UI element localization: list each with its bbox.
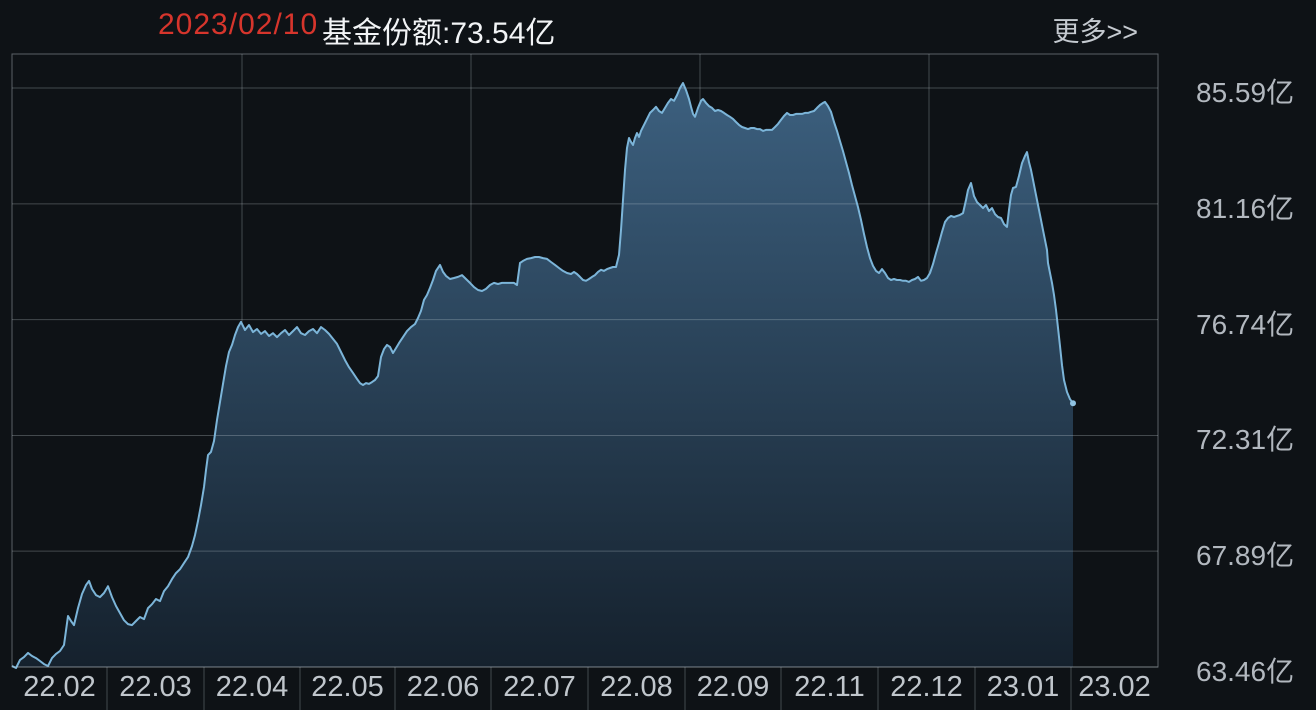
plot-border	[11, 53, 1159, 668]
last-point-dot	[1070, 400, 1076, 407]
date-label: 2023/02/10	[158, 8, 319, 41]
chart-header: 2023/02/10 基金份额:73.54亿 更多>>	[0, 0, 1316, 50]
x-axis-label: 22.11	[794, 671, 865, 703]
x-axis-label: 22.04	[215, 671, 289, 703]
area-fill	[12, 83, 1073, 668]
y-axis-label: 81.16亿	[1196, 192, 1295, 224]
y-axis-label: 72.31亿	[1196, 424, 1295, 456]
y-axis-label: 63.46亿	[1196, 656, 1295, 687]
y-axis-label: 67.89亿	[1196, 540, 1295, 572]
y-axis-label: 85.59亿	[1196, 77, 1295, 108]
y-axis-label: 76.74亿	[1196, 308, 1295, 340]
fund-share-value: 基金份额:73.54亿	[322, 17, 556, 50]
x-axis-label: 22.09	[696, 671, 770, 703]
x-axis-label: 23.02	[1078, 671, 1151, 703]
x-axis-label: 22.05	[311, 671, 384, 703]
fund-share-line	[11, 82, 1074, 669]
x-axis-label: 22.06	[406, 671, 480, 703]
x-axis-label: 22.03	[119, 671, 192, 703]
more-link[interactable]: 更多>>	[1052, 17, 1138, 47]
x-axis-label: 22.12	[890, 671, 963, 703]
x-axis-label: 23.01	[986, 671, 1060, 703]
x-axis-label: 22.02	[23, 671, 96, 703]
x-axis-label: 22.07	[503, 671, 576, 703]
x-axis-label: 22.08	[600, 671, 673, 703]
